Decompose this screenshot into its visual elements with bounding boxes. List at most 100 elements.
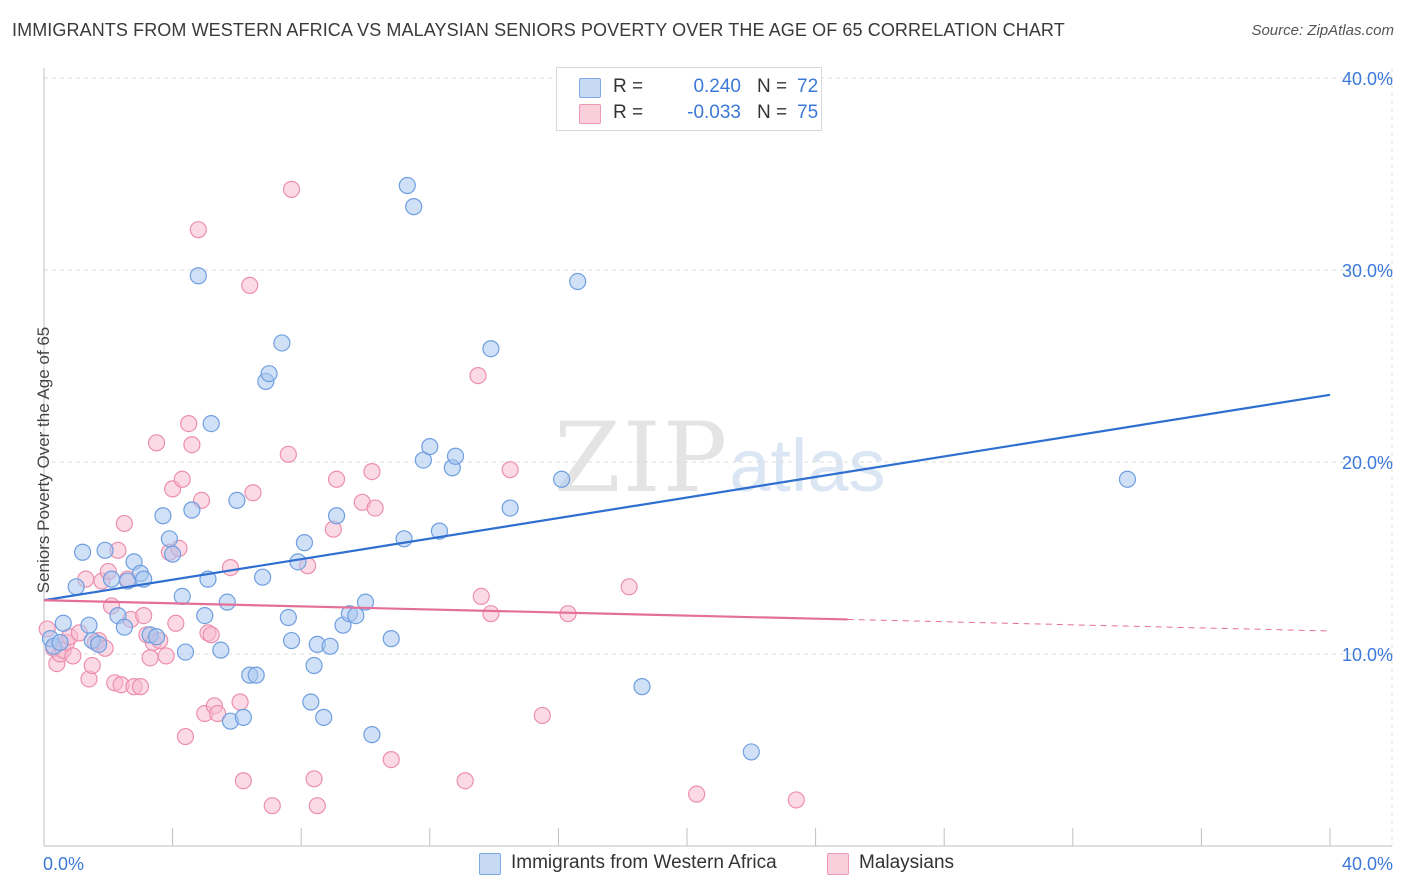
data-point-malaysians [244,484,262,502]
tick-labels: 10.0% 20.0% 30.0% 40.0% 0.0% 40.0% [43,69,1393,874]
n-label: N = [757,76,788,97]
data-point-malaysians [501,461,519,479]
y-tick-label: 10.0% [1342,645,1393,665]
data-point-malaysians [363,463,381,481]
y-tick-label: 30.0% [1342,261,1393,281]
data-point-western-africa [173,587,191,606]
data-point-western-africa [254,568,272,586]
data-point-malaysians [157,647,175,665]
data-point-malaysians [64,647,82,665]
data-point-malaysians [231,693,249,711]
data-point-malaysians [620,578,638,596]
data-point-malaysians [141,649,159,667]
axes [43,68,1392,847]
data-point-malaysians [241,276,259,294]
data-point-western-africa [218,593,236,611]
data-point-malaysians [482,605,500,623]
trend-line-western-africa [43,393,1331,602]
data-point-western-africa [405,198,423,216]
data-point-western-africa [212,641,230,659]
trend-line-malaysians-extension [847,618,1331,632]
trend-lines [43,393,1331,632]
data-point-malaysians [115,514,133,533]
data-point-western-africa [289,553,307,571]
data-point-western-africa [302,693,320,711]
series-legend: Immigrants from Western Africa Malaysian… [0,852,1406,878]
data-point-western-africa [196,606,214,625]
blue-swatch [479,853,501,875]
data-point-malaysians [180,415,198,433]
data-point-western-africa [382,630,400,648]
data-point-malaysians [456,772,474,790]
r-label: R = [613,76,644,97]
data-point-western-africa [147,628,166,646]
data-point-malaysians [263,797,281,815]
data-point-western-africa [67,578,85,596]
data-point-malaysians [305,770,323,788]
r-value: 0.240 [693,76,741,97]
data-point-western-africa [247,666,265,684]
data-point-malaysians [221,558,240,577]
data-point-western-africa [295,534,314,552]
watermark-atlas: atlas [729,424,886,507]
data-point-western-africa [363,726,381,744]
data-point-western-africa [446,447,465,465]
data-point-malaysians [366,499,384,517]
data-point-western-africa [164,545,182,563]
data-point-malaysians [173,470,191,488]
data-point-malaysians [83,656,101,675]
data-point-malaysians [279,445,297,463]
data-point-malaysians [167,614,185,632]
data-point-western-africa [73,543,92,561]
data-point-malaysians [282,180,301,198]
data-point-malaysians [209,704,227,723]
data-point-malaysians [688,785,706,803]
data-point-malaysians [202,626,220,644]
y-axis-label: Seniors Poverty Over the Age of 65 [34,326,53,594]
data-point-malaysians [189,221,207,239]
r-value: -0.033 [687,102,741,123]
data-point-western-africa [321,637,339,655]
data-point-western-africa [160,530,178,548]
data-point-malaysians [308,797,326,815]
data-point-malaysians [131,678,150,696]
data-point-western-africa [327,507,346,525]
data-point-western-africa [90,635,108,654]
data-point-western-africa [279,608,297,627]
data-point-western-africa [102,570,121,588]
data-point-western-africa [553,470,571,488]
data-point-western-africa [183,501,201,519]
data-point-malaysians [472,587,490,606]
data-point-western-africa [234,708,252,726]
data-point-western-africa [51,633,69,652]
data-point-western-africa [282,631,301,650]
data-point-western-africa [421,438,439,456]
data-point-western-africa [315,708,333,726]
correlation-legend: R = 0.240 N = 72 R = -0.033 N = 75 [556,67,822,131]
r-label: R = [613,102,644,123]
source-label: Source: ZipAtlas.com [1251,22,1394,39]
data-point-western-africa [569,272,587,291]
data-point-western-africa [154,507,172,525]
data-point-malaysians [327,470,346,488]
data-point-western-africa [398,176,416,195]
data-point-malaysians [382,750,400,769]
pink-swatch [827,853,849,875]
data-point-western-africa [228,491,246,509]
data-point-western-africa [54,614,72,632]
data-point-western-africa [189,267,207,285]
x-tick-label: 0.0% [43,854,84,874]
data-point-western-africa [356,593,375,611]
trend-line-malaysians [43,599,848,621]
legend-label: Malaysians [859,852,955,873]
data-point-malaysians [533,706,551,725]
data-point-western-africa [273,334,291,352]
blue-swatch [579,78,601,98]
data-point-western-africa [305,656,323,675]
y-tick-label: 20.0% [1342,453,1393,473]
data-point-western-africa [80,616,98,634]
grid-lines [44,68,1393,846]
data-point-malaysians [469,367,487,385]
data-point-western-africa [202,415,220,433]
